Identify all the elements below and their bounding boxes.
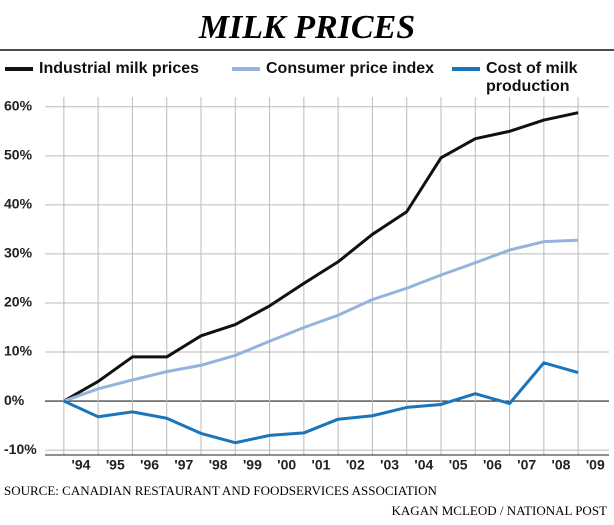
y-tick-label: 10% [4,343,33,359]
source: SOURCE: CANADIAN RESTAURANT AND FOODSERV… [4,483,437,498]
x-tick-label: '00 [277,457,296,473]
series-line [63,238,579,403]
y-tick-label: -10% [4,441,37,457]
x-tick-label: '03 [380,457,399,473]
legend-label: Industrial milk prices [39,60,200,77]
x-tick-label: '96 [140,457,159,473]
legend-entry: Cost of milk production [452,60,602,96]
y-tick-label: 40% [4,196,33,212]
x-tick-label: '04 [414,457,433,473]
x-tick-label: '99 [243,457,262,473]
series-line [63,361,579,445]
x-tick-label: '07 [517,457,536,473]
chart-title: MILK PRICES [198,9,415,46]
y-tick-label: 0% [4,392,25,408]
x-tick-label: '05 [449,457,468,473]
legend-swatch [232,67,260,71]
x-tick-label: '09 [586,457,605,473]
legend-label: Consumer price index [266,60,435,77]
legend-entry: Consumer price index [232,60,447,78]
legend-swatch [452,67,480,71]
legend-swatch [5,67,33,71]
legend-label: Cost of milk production [486,60,578,95]
x-tick-label: '95 [106,457,125,473]
credit: KAGAN MCLEOD / NATIONAL POST [392,503,608,518]
x-tick-label: '06 [483,457,502,473]
x-tick-label: '97 [174,457,193,473]
x-tick-label: '08 [552,457,571,473]
x-tick-label: '94 [72,457,91,473]
y-tick-label: 60% [4,98,33,114]
legend-entry: Industrial milk prices [5,60,230,78]
x-tick-label: '01 [312,457,331,473]
y-tick-label: 50% [4,147,33,163]
x-tick-label: '02 [346,457,365,473]
y-tick-label: 20% [4,294,33,310]
y-tick-label: 30% [4,245,33,261]
x-tick-label: '98 [209,457,228,473]
series-line [63,111,579,403]
